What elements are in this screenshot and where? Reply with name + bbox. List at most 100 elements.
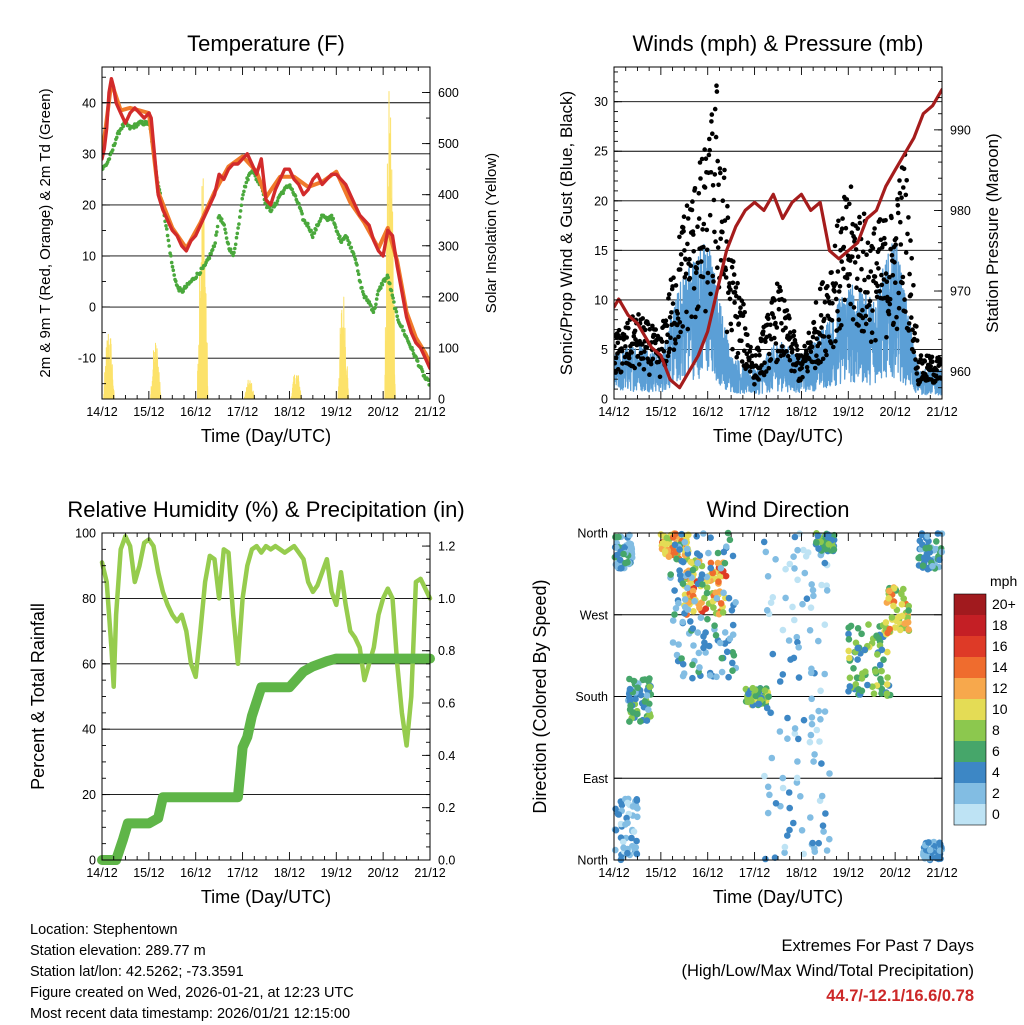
direction-point bbox=[820, 828, 827, 835]
direction-point bbox=[802, 553, 810, 560]
gust-point bbox=[803, 358, 808, 364]
direction-point bbox=[641, 698, 649, 705]
gust-point bbox=[897, 178, 902, 183]
gust-point bbox=[640, 316, 645, 321]
direction-point bbox=[713, 673, 720, 681]
direction-point bbox=[830, 531, 838, 539]
extremes-box: Extremes For Past 7 Days (High/Low/Max W… bbox=[681, 934, 974, 1009]
direction-point bbox=[679, 580, 687, 587]
gust-point bbox=[683, 257, 688, 262]
gust-point bbox=[690, 199, 695, 204]
direction-point bbox=[779, 774, 787, 782]
gust-point bbox=[860, 249, 866, 255]
direction-point bbox=[661, 548, 669, 555]
direction-point bbox=[808, 695, 815, 703]
gust-point bbox=[706, 152, 712, 158]
gust-point bbox=[848, 184, 854, 189]
direction-point bbox=[785, 789, 793, 796]
direction-point bbox=[729, 621, 737, 629]
gust-point bbox=[862, 277, 867, 283]
direction-y-tick-label: South bbox=[575, 690, 608, 704]
direction-point bbox=[795, 674, 803, 681]
gust-point bbox=[787, 357, 793, 363]
gust-point bbox=[680, 324, 685, 329]
dewpoint-point bbox=[224, 231, 228, 235]
dewpoint-point bbox=[233, 242, 238, 247]
gust-point bbox=[773, 320, 778, 326]
dewpoint-point bbox=[352, 254, 357, 259]
dewpoint-point bbox=[207, 256, 212, 261]
direction-point bbox=[807, 604, 815, 611]
gust-point bbox=[713, 134, 719, 140]
gust-point bbox=[679, 261, 684, 267]
direction-point bbox=[706, 672, 714, 679]
direction-point bbox=[823, 587, 831, 594]
direction-y-tick-label: West bbox=[580, 608, 609, 622]
gust-point bbox=[736, 321, 742, 327]
direction-point bbox=[680, 670, 688, 677]
direction-point bbox=[622, 559, 629, 567]
gust-point bbox=[852, 260, 858, 265]
winds-x-tick-label: 18/12 bbox=[786, 405, 817, 419]
direction-x-tick-label: 20/12 bbox=[880, 866, 911, 880]
direction-point bbox=[822, 810, 829, 817]
gust-point bbox=[809, 344, 815, 350]
gust-point bbox=[625, 320, 630, 326]
gust-point bbox=[924, 374, 929, 379]
direction-point bbox=[712, 589, 719, 596]
temperature-y-tick-label: 30 bbox=[82, 147, 96, 161]
gust-point bbox=[884, 279, 890, 285]
gust-point bbox=[767, 333, 772, 339]
gust-point bbox=[614, 370, 618, 375]
direction-point bbox=[696, 604, 703, 612]
temperature-y-tick-label: 40 bbox=[82, 96, 96, 110]
gust-point bbox=[813, 300, 819, 305]
direction-point bbox=[816, 738, 823, 745]
temperature-title: Temperature (F) bbox=[187, 31, 345, 56]
humidity-y2-tick-label: 0.4 bbox=[438, 749, 455, 763]
direction-point bbox=[786, 804, 793, 812]
gust-point bbox=[892, 260, 897, 265]
winds-x-tick-label: 16/12 bbox=[692, 405, 723, 419]
direction-point bbox=[681, 538, 689, 546]
pressure-series bbox=[614, 87, 942, 390]
gust-point bbox=[715, 158, 720, 164]
dewpoint-series bbox=[102, 119, 430, 387]
direction-point bbox=[633, 797, 641, 804]
direction-point bbox=[790, 654, 798, 662]
gust-point bbox=[758, 338, 764, 344]
direction-point bbox=[897, 626, 904, 634]
gust-point bbox=[855, 254, 861, 259]
gust-point bbox=[729, 264, 735, 270]
gust-point bbox=[829, 270, 834, 275]
gust-point bbox=[699, 259, 704, 264]
dewpoint-point bbox=[246, 177, 250, 182]
gust-point bbox=[739, 359, 745, 364]
dewpoint-point bbox=[375, 292, 380, 297]
gust-point bbox=[705, 270, 711, 276]
direction-point bbox=[815, 637, 822, 645]
winds-y-tick-label: 5 bbox=[601, 343, 608, 357]
gust-point bbox=[905, 231, 910, 237]
gust-point bbox=[818, 359, 823, 365]
direction-point bbox=[808, 714, 816, 721]
direction-point bbox=[685, 531, 692, 539]
gust-point bbox=[861, 211, 867, 217]
dewpoint-point bbox=[115, 135, 119, 140]
dewpoint-point bbox=[121, 124, 126, 129]
gust-point bbox=[928, 364, 933, 369]
direction-point bbox=[745, 690, 752, 698]
direction-point bbox=[719, 609, 727, 616]
dewpoint-point bbox=[269, 208, 274, 212]
gust-point bbox=[830, 301, 835, 306]
direction-point bbox=[625, 540, 633, 547]
gust-point bbox=[742, 348, 747, 354]
direction-point bbox=[771, 854, 779, 861]
direction-x-tick-label: 19/12 bbox=[833, 866, 864, 880]
gust-point bbox=[782, 298, 787, 303]
humidity-frame bbox=[101, 532, 431, 861]
gust-point bbox=[882, 235, 887, 241]
gust-point bbox=[675, 311, 680, 316]
temperature-axes: 14/12 15/12 16/12 17/12 18/12 19/12 20/12 21/12… bbox=[78, 66, 459, 419]
gust-point bbox=[693, 270, 699, 276]
